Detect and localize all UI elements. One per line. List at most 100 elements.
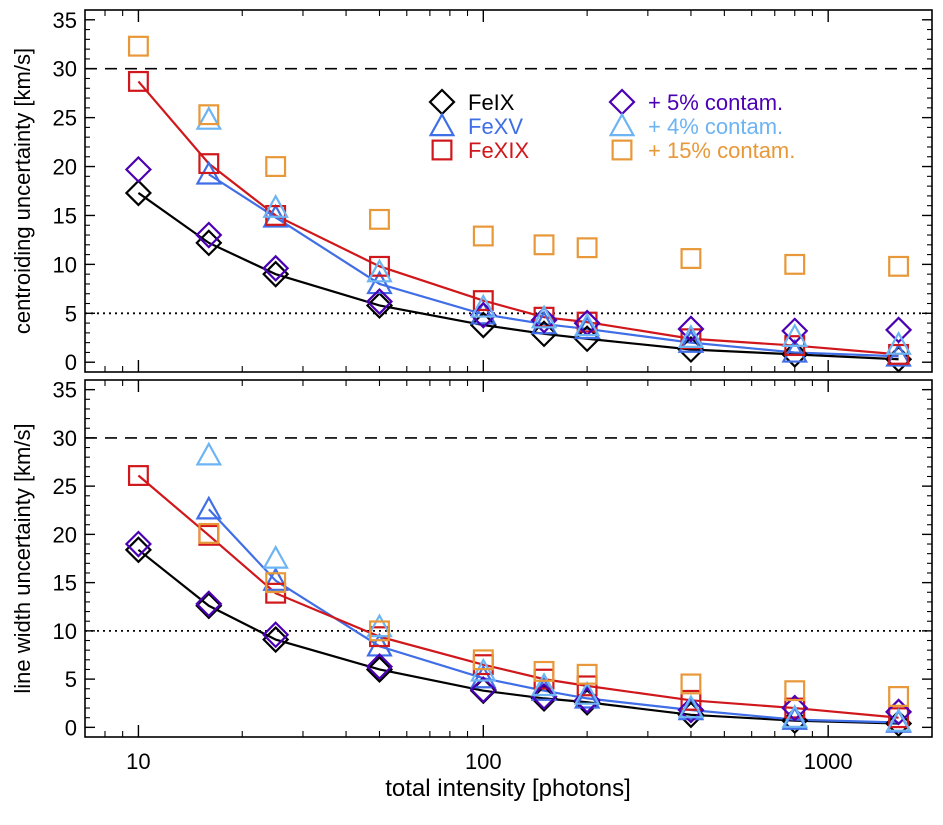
data-point-fexv <box>573 315 601 340</box>
data-point-feix <box>124 536 152 564</box>
data-point-fexix <box>680 689 702 711</box>
y-tick-label: 25 <box>53 474 77 499</box>
data-point-fexv <box>573 684 601 709</box>
data-point-fexix <box>127 70 149 92</box>
data-point-5-contam <box>124 155 152 184</box>
x-tick-label: 1000 <box>804 749 853 774</box>
y-axis-label: line width uncertainty [km/s] <box>10 423 35 693</box>
legend-label: FeXIX <box>468 138 529 163</box>
data-point-15-contam <box>369 208 390 230</box>
y-tick-label: 5 <box>65 301 77 326</box>
data-point-feix <box>365 291 394 320</box>
x-axis-label: total intensity [photons] <box>385 775 630 802</box>
data-point-5-contam <box>124 530 152 558</box>
data-point-4-contam <box>195 441 223 466</box>
data-point-fexix <box>198 153 220 175</box>
series-line-fexv <box>208 508 899 724</box>
data-point-4-contam <box>530 304 558 329</box>
data-point-feix <box>262 625 290 654</box>
data-point-5-contam <box>530 306 558 334</box>
data-point-fexv <box>262 567 289 591</box>
data-point-5-contam <box>195 590 223 618</box>
data-point-4-contam <box>470 293 497 318</box>
data-point-fexv <box>366 270 393 295</box>
x-tick-label: 100 <box>465 749 502 774</box>
series-line-fexv <box>208 173 899 358</box>
panel-1: 0 5 10 15 20 25 30 35 centroiding uncertainty [k… <box>10 8 933 375</box>
data-point-5-contam <box>885 316 913 344</box>
data-point-15-contam <box>533 234 555 256</box>
data-point-5-contam <box>885 698 913 726</box>
data-point-fexix <box>265 582 287 604</box>
data-point-5-contam <box>781 694 809 722</box>
data-point-fexix <box>472 290 494 312</box>
series-line-feix <box>137 192 899 361</box>
data-point-fexv <box>470 664 497 689</box>
data-point-4-contam <box>573 680 601 705</box>
y-tick-label: 10 <box>53 619 77 644</box>
y-tick-label: 0 <box>65 715 77 740</box>
legend-marker <box>608 112 636 137</box>
data-point-15-contam <box>127 35 149 57</box>
y-tick-label: 35 <box>53 378 77 403</box>
data-point-5-contam <box>677 696 705 724</box>
data-point-4-contam <box>573 312 601 337</box>
data-point-fexv <box>195 495 223 520</box>
series-line-fexix <box>137 80 899 356</box>
legend-item: FeXV <box>428 112 523 139</box>
data-point-4-contam <box>262 193 289 218</box>
legend-label: + 5% contam. <box>648 90 783 115</box>
data-point-5-contam <box>530 682 558 711</box>
data-point-feix <box>262 260 290 288</box>
data-point-15-contam <box>784 680 806 702</box>
plot-frame <box>84 9 933 373</box>
data-point-fexix <box>784 697 806 719</box>
data-point-4-contam <box>366 258 393 283</box>
data-point-4-contam <box>530 672 558 697</box>
y-tick-label: 25 <box>53 106 77 131</box>
legend-item: + 5% contam. <box>608 88 783 116</box>
data-point-fexv <box>885 342 912 367</box>
y-tick-label: 20 <box>53 522 77 547</box>
data-point-feix <box>365 655 394 684</box>
data-point-fexv <box>677 328 705 353</box>
y-tick-label: 5 <box>65 667 77 692</box>
data-point-15-contam <box>265 572 287 594</box>
legend-item: + 15% contam. <box>611 138 795 163</box>
legend-item: FeIX <box>428 88 515 116</box>
y-tick-label: 30 <box>53 426 77 451</box>
y-tick-label: 15 <box>53 571 77 596</box>
y-tick-label: 15 <box>53 203 77 228</box>
data-point-4-contam <box>781 323 809 347</box>
legend-marker <box>428 112 456 137</box>
data-point-4-contam <box>885 330 912 355</box>
legend-marker <box>431 139 453 161</box>
legend-marker <box>611 139 633 161</box>
data-point-fexix <box>680 328 702 350</box>
data-point-4-contam <box>366 613 393 638</box>
data-point-fexix <box>369 255 390 277</box>
data-point-fexv <box>470 300 497 325</box>
y-tick-label: 20 <box>53 155 77 180</box>
series-line-fexix <box>137 474 899 719</box>
data-point-5-contam <box>781 317 809 345</box>
y-tick-label: 10 <box>53 252 77 277</box>
panel-2: 0 5 10 15 20 25 30 35 line width uncertainty [km… <box>10 378 933 774</box>
data-point-15-contam <box>472 649 494 671</box>
legend-item: + 4% contam. <box>608 112 783 139</box>
data-point-feix <box>124 179 152 207</box>
data-point-fexix <box>265 204 287 226</box>
data-point-fexix <box>576 675 598 697</box>
data-point-5-contam <box>365 653 394 681</box>
data-point-5-contam <box>469 676 497 704</box>
data-point-feix <box>885 345 913 373</box>
data-point-feix <box>469 311 497 339</box>
data-point-5-contam <box>677 315 705 343</box>
data-point-15-contam <box>472 225 494 247</box>
data-point-fexv <box>781 338 809 363</box>
series-line-feix <box>137 548 899 725</box>
y-tick-label: 0 <box>65 350 77 375</box>
legend-label: FeIX <box>468 90 515 115</box>
data-point-4-contam <box>781 704 809 728</box>
data-point-15-contam <box>533 660 555 682</box>
